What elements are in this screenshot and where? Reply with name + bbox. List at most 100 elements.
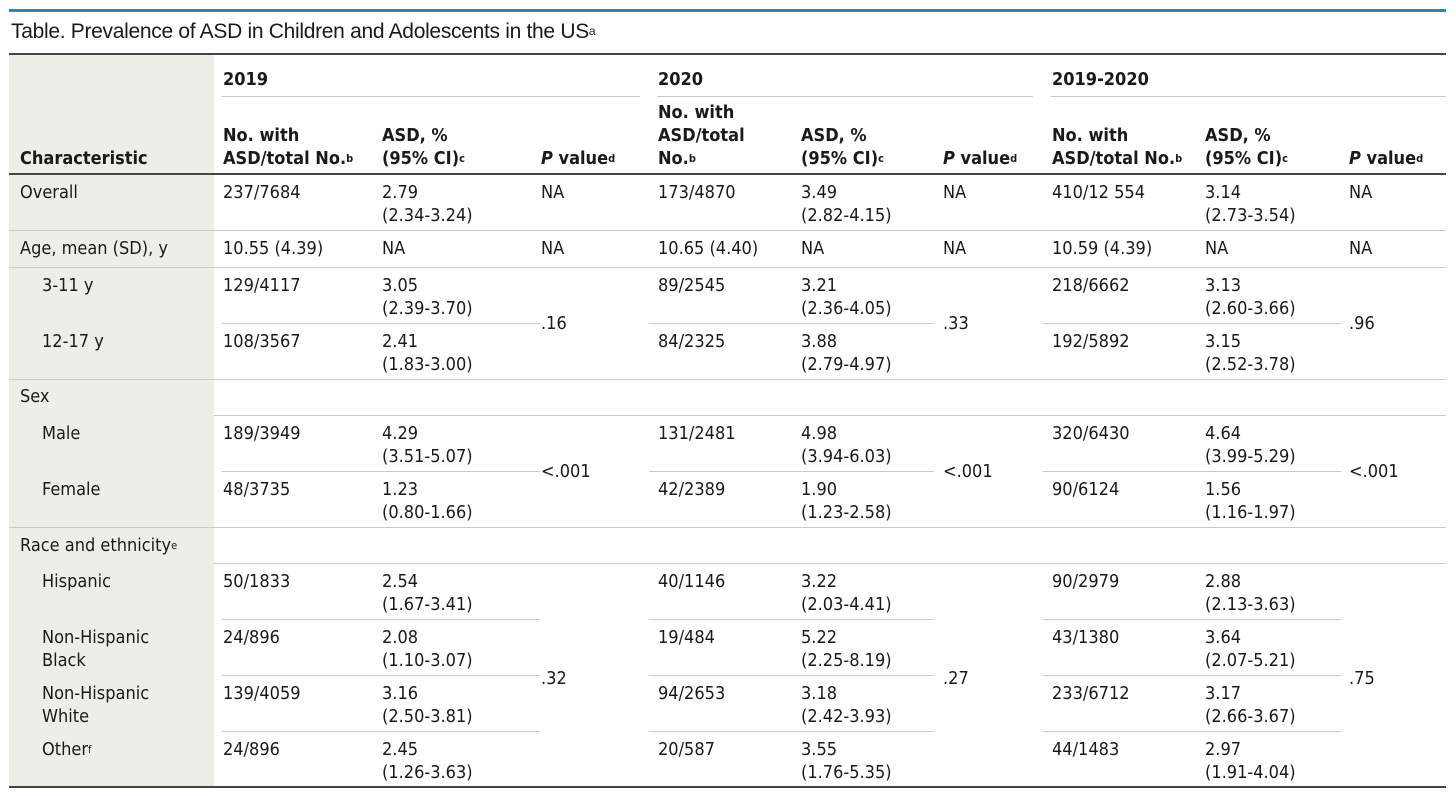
cell-value: 139/4059	[223, 683, 301, 704]
cell-value: 48/3735	[223, 479, 291, 500]
cell-value: 2.41 (1.83-3.00)	[382, 331, 473, 375]
cell-value: 1.90 (1.23-2.58)	[801, 479, 892, 523]
cell-value: 10.55 (4.39)	[223, 238, 324, 259]
cell-value: 3.88 (2.79-4.97)	[801, 331, 892, 375]
year-header-2019-2020: 2019-2020	[1052, 69, 1149, 90]
cell-value: 3.55 (1.76-5.35)	[801, 739, 892, 783]
year-header-2019: 2019	[223, 69, 269, 90]
p-value-race-2020: .27	[943, 668, 969, 689]
header-no-with-asd-all: No. with ASD/total No.b	[1052, 125, 1183, 169]
cell-value: 320/6430	[1052, 423, 1130, 444]
cell-value: 1.56 (1.16-1.97)	[1205, 479, 1296, 523]
cell-value: 44/1483	[1052, 739, 1120, 760]
cell-value: NA	[382, 238, 406, 259]
cell-value: 3.17 (2.66-3.67)	[1205, 683, 1296, 727]
p-value-age-2020: .33	[943, 313, 969, 334]
table-title: Table. Prevalence of ASD in Children and…	[11, 20, 596, 43]
cell-value: 5.22 (2.25-8.19)	[801, 627, 892, 671]
header-p-value-2020: P valued	[943, 148, 1018, 169]
cell-value: 43/1380	[1052, 627, 1120, 648]
cell-value: 189/3949	[223, 423, 301, 444]
title-rule	[9, 9, 1446, 12]
cell-value: NA	[541, 238, 565, 259]
cell-value: 42/2389	[658, 479, 726, 500]
cell-value: 108/3567	[223, 331, 301, 352]
cell-value: 129/4117	[223, 275, 301, 296]
header-asd-pct-2019: ASD, % (95% CI)c	[382, 125, 465, 169]
cell-value: 2.88 (2.13-3.63)	[1205, 571, 1296, 615]
cell-value: 410/12 554	[1052, 182, 1146, 203]
characteristic-column-shade	[9, 53, 214, 788]
cell-value: 3.16 (2.50-3.81)	[382, 683, 473, 727]
cell-value: 1.23 (0.80-1.66)	[382, 479, 473, 523]
row-label-sex: Sex	[20, 386, 50, 407]
row-label-male: Male	[42, 423, 81, 444]
cell-value: 90/2979	[1052, 571, 1120, 592]
header-characteristic: Characteristic	[20, 148, 148, 169]
p-value-sex-2019: <.001	[541, 461, 591, 482]
row-label-nh-black: Non-Hispanic Black	[42, 627, 150, 671]
p-value-race-all: .75	[1349, 668, 1375, 689]
cell-value: 50/1833	[223, 571, 291, 592]
p-value-age-2019: .16	[541, 313, 567, 334]
cell-value: 84/2325	[658, 331, 726, 352]
cell-value: 3.22 (2.03-4.41)	[801, 571, 892, 615]
row-label-age-12-17: 12-17 y	[42, 331, 104, 352]
year-header-2020: 2020	[658, 69, 704, 90]
cell-value: 3.64 (2.07-5.21)	[1205, 627, 1296, 671]
cell-value: 89/2545	[658, 275, 726, 296]
p-value-age-all: .96	[1349, 313, 1375, 334]
p-value-sex-2020: <.001	[943, 461, 993, 482]
row-label-age: Age, mean (SD), y	[20, 238, 168, 259]
cell-value: 192/5892	[1052, 331, 1130, 352]
row-label-nh-white: Non-Hispanic White	[42, 683, 150, 727]
header-asd-pct-all: ASD, % (95% CI)c	[1205, 125, 1288, 169]
cell-value: 4.29 (3.51-5.07)	[382, 423, 473, 467]
cell-value: 3.14 (2.73-3.54)	[1205, 182, 1296, 226]
cell-value: 2.97 (1.91-4.04)	[1205, 739, 1296, 783]
cell-value: 3.49 (2.82-4.15)	[801, 182, 892, 226]
cell-value: NA	[943, 238, 967, 259]
cell-value: 94/2653	[658, 683, 726, 704]
row-label-race: Race and ethnicitye	[20, 535, 178, 556]
cell-value: 24/896	[223, 739, 280, 760]
cell-value: NA	[1349, 238, 1373, 259]
cell-value: 173/4870	[658, 182, 736, 203]
cell-value: 2.54 (1.67-3.41)	[382, 571, 473, 615]
cell-value: 131/2481	[658, 423, 736, 444]
row-label-hispanic: Hispanic	[42, 571, 111, 592]
cell-value: NA	[801, 238, 825, 259]
header-asd-pct-2020: ASD, % (95% CI)c	[801, 125, 884, 169]
header-p-value-2019: P valued	[541, 148, 616, 169]
p-value-race-2019: .32	[541, 668, 567, 689]
cell-value: 237/7684	[223, 182, 301, 203]
cell-value: 4.98 (3.94-6.03)	[801, 423, 892, 467]
header-no-with-asd-2020: No. with ASD/total No.b	[658, 102, 745, 169]
cell-value: 3.13 (2.60-3.66)	[1205, 275, 1296, 319]
cell-value: 40/1146	[658, 571, 726, 592]
row-label-overall: Overall	[20, 182, 78, 203]
cell-value: NA	[1349, 182, 1373, 203]
cell-value: 2.45 (1.26-3.63)	[382, 739, 473, 783]
cell-value: 3.15 (2.52-3.78)	[1205, 331, 1296, 375]
row-label-age-3-11: 3-11 y	[42, 275, 94, 296]
cell-value: NA	[541, 182, 565, 203]
cell-value: 3.21 (2.36-4.05)	[801, 275, 892, 319]
header-no-with-asd-2019: No. with ASD/total No.b	[223, 125, 354, 169]
cell-value: NA	[943, 182, 967, 203]
p-value-sex-all: <.001	[1349, 461, 1399, 482]
cell-value: 3.18 (2.42-3.93)	[801, 683, 892, 727]
cell-value: 233/6712	[1052, 683, 1130, 704]
row-label-female: Female	[42, 479, 101, 500]
asd-prevalence-table: 2019 2020 2019-2020 Characteristic No. w…	[9, 53, 1446, 788]
cell-value: 3.05 (2.39-3.70)	[382, 275, 473, 319]
cell-value: NA	[1205, 238, 1229, 259]
cell-value: 218/6662	[1052, 275, 1130, 296]
header-p-value-all: P valued	[1349, 148, 1424, 169]
cell-value: 2.79 (2.34-3.24)	[382, 182, 473, 226]
cell-value: 2.08 (1.10-3.07)	[382, 627, 473, 671]
cell-value: 20/587	[658, 739, 715, 760]
cell-value: 10.59 (4.39)	[1052, 238, 1153, 259]
cell-value: 19/484	[658, 627, 715, 648]
cell-value: 24/896	[223, 627, 280, 648]
